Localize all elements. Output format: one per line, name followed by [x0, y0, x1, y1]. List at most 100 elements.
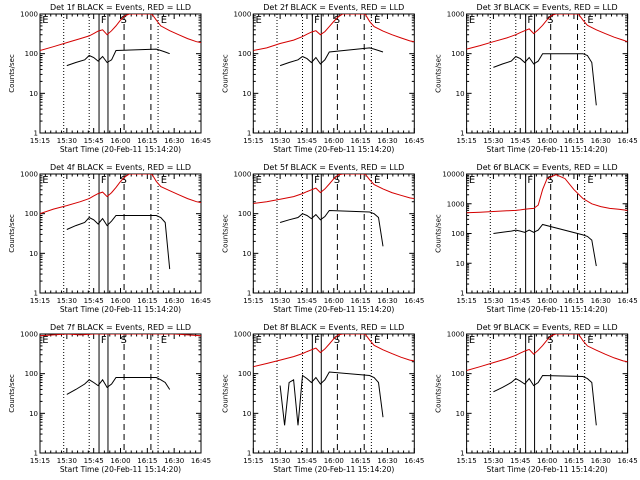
x-tick-label: 15:45: [297, 137, 317, 145]
x-tick-label: 15:45: [297, 297, 317, 305]
event-annotation: S: [334, 175, 340, 186]
y-tick-label: 10: [29, 410, 38, 418]
y-tick-label: 1000: [20, 171, 38, 179]
x-tick-label: 16:45: [618, 457, 638, 465]
x-tick-label: 16:45: [404, 457, 424, 465]
x-tick-label: 15:45: [510, 457, 530, 465]
y-tick-label: 10: [456, 410, 465, 418]
plot-frame: [39, 333, 202, 454]
y-tick-label: 1000: [20, 11, 38, 19]
x-tick-label: 16:45: [404, 297, 424, 305]
x-tick-label: 15:15: [243, 457, 263, 465]
event-annotation: S: [334, 15, 340, 26]
events-series-line: [66, 377, 171, 395]
x-tick-label: 15:30: [270, 297, 290, 305]
event-annotation: S: [547, 15, 553, 26]
y-axis-label: Counts/sec: [435, 54, 443, 93]
event-annotation: F: [314, 335, 320, 346]
event-annotation: E: [161, 15, 167, 26]
lld-series-line: [466, 14, 628, 50]
x-tick-label: 16:15: [351, 137, 371, 145]
y-tick-label: 100: [25, 210, 38, 218]
x-tick-label: 15:30: [483, 137, 503, 145]
x-axis-label: Start Time (20-Feb-11 15:14:20): [60, 305, 181, 314]
y-axis-label: Counts/sec: [221, 214, 229, 253]
lld-series-line: [466, 334, 628, 371]
x-tick-label: 16:30: [377, 137, 397, 145]
y-tick-label: 10: [456, 90, 465, 98]
x-tick-label: 16:30: [591, 137, 611, 145]
y-tick-label: 1: [460, 450, 464, 458]
x-tick-label: 15:15: [457, 137, 477, 145]
x-tick-label: 15:30: [270, 457, 290, 465]
x-axis-label: Start Time (20-Feb-11 15:14:20): [487, 305, 608, 314]
x-tick-label: 15:30: [57, 137, 77, 145]
lld-series-line: [40, 14, 201, 51]
x-tick-label: 15:15: [457, 297, 477, 305]
x-tick-label: 16:45: [191, 457, 211, 465]
event-annotation: E: [161, 175, 167, 186]
y-tick-label: 100: [238, 370, 251, 378]
panel-title: Det 3f BLACK = Events, RED = LLD: [477, 3, 618, 12]
y-tick-label: 10: [29, 250, 38, 258]
lld-series-line: [253, 174, 415, 204]
x-axis-label: Start Time (20-Feb-11 15:14:20): [487, 465, 608, 474]
event-annotation: E: [256, 15, 262, 26]
y-tick-label: 10000: [442, 171, 464, 179]
y-axis-label: Counts/sec: [8, 374, 16, 413]
y-tick-label: 1: [34, 450, 38, 458]
events-series-line: [66, 215, 171, 270]
events-series-line: [493, 223, 597, 267]
y-tick-label: 1: [247, 130, 251, 138]
y-tick-label: 1000: [447, 11, 465, 19]
y-axis-label: Counts/sec: [221, 54, 229, 93]
y-tick-label: 1: [34, 290, 38, 298]
x-tick-label: 16:15: [137, 137, 157, 145]
event-annotation: S: [334, 335, 340, 346]
panel-title: Det 4f BLACK = Events, RED = LLD: [50, 163, 191, 172]
x-tick-label: 16:45: [404, 137, 424, 145]
plot-frame: [466, 173, 629, 294]
lld-series-line: [40, 174, 201, 215]
panel-title: Det 8f BLACK = Events, RED = LLD: [263, 323, 404, 332]
detector-panel-2: Det 2f BLACK = Events, RED = LLD 1 10 100 10…: [221, 3, 424, 154]
y-tick-label: 1000: [447, 331, 465, 339]
detector-panel-9: Det 9f BLACK = Events, RED = LLD 1 10 100 10…: [435, 323, 638, 474]
y-tick-label: 100: [238, 50, 251, 58]
y-tick-label: 1000: [20, 331, 38, 339]
x-tick-label: 15:45: [510, 297, 530, 305]
panel-title: Det 7f BLACK = Events, RED = LLD: [50, 323, 191, 332]
event-annotation: S: [547, 175, 553, 186]
y-tick-label: 100: [451, 370, 464, 378]
detector-panel-8: Det 8f BLACK = Events, RED = LLD 1 10 100 10…: [221, 323, 424, 474]
x-tick-label: 16:45: [191, 297, 211, 305]
event-annotation: E: [587, 175, 593, 186]
event-annotation: F: [527, 335, 533, 346]
x-tick-label: 16:15: [564, 297, 584, 305]
x-tick-label: 16:30: [591, 457, 611, 465]
x-tick-label: 15:15: [30, 297, 50, 305]
x-tick-label: 15:30: [57, 457, 77, 465]
x-axis-label: Start Time (20-Feb-11 15:14:20): [273, 465, 394, 474]
x-tick-label: 16:30: [377, 297, 397, 305]
x-tick-label: 16:15: [564, 137, 584, 145]
y-tick-label: 1: [247, 450, 251, 458]
plot-frame: [39, 13, 202, 134]
detector-panel-7: Det 7f BLACK = Events, RED = LLD 1 10 100 10…: [8, 323, 211, 474]
x-tick-label: 15:45: [84, 137, 104, 145]
y-tick-label: 100: [451, 50, 464, 58]
x-tick-label: 15:45: [297, 457, 317, 465]
x-tick-label: 16:15: [564, 457, 584, 465]
x-tick-label: 15:30: [57, 297, 77, 305]
x-axis-label: Start Time (20-Feb-11 15:14:20): [60, 465, 181, 474]
event-annotation: F: [101, 175, 107, 186]
events-series-line: [493, 374, 597, 426]
x-tick-label: 16:00: [537, 137, 557, 145]
x-axis-label: Start Time (20-Feb-11 15:14:20): [273, 305, 394, 314]
y-tick-label: 1: [460, 290, 464, 298]
y-tick-label: 1000: [233, 11, 251, 19]
event-annotation: F: [527, 175, 533, 186]
x-tick-label: 16:00: [537, 457, 557, 465]
x-tick-label: 15:30: [270, 137, 290, 145]
x-tick-label: 16:00: [324, 137, 344, 145]
